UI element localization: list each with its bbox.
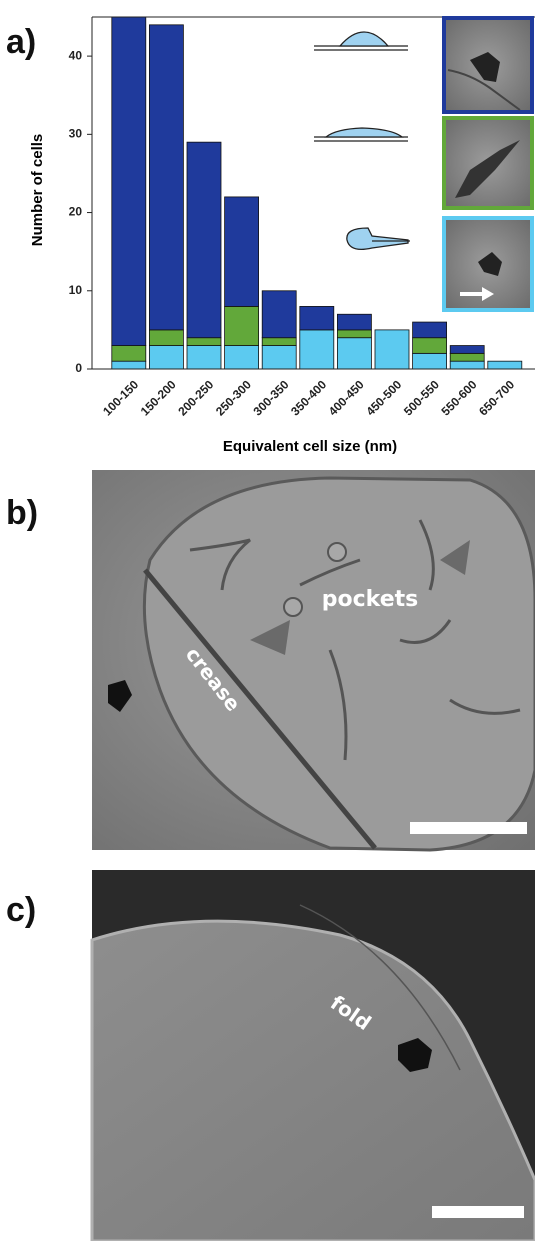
bar-segment [187,338,221,346]
bar-segment [337,330,371,338]
bar-segment [413,338,447,354]
bar-segment [149,330,183,346]
x-tick-label: 400-450 [326,377,367,418]
y-tick-label: 20 [69,205,83,219]
y-tick-label: 10 [69,283,83,297]
bar-segment [337,314,371,330]
bar-segment [450,353,484,361]
bar-segment [300,330,334,369]
bar-segment [488,361,522,369]
x-tick-label: 350-400 [288,377,329,418]
bar-segment [337,338,371,369]
figure: a) b) c) Number of cells Equivalent cell… [0,0,535,1241]
bar-segment [112,346,146,362]
bar-segment [225,346,259,369]
bar-segment [225,197,259,307]
micrograph-b: pockets crease [92,470,535,850]
bar-segment [187,142,221,338]
bar-segment [262,338,296,346]
profile-icons [314,32,410,249]
x-tick-label: 300-350 [251,377,292,418]
bar-segment [112,17,146,346]
x-tick-label: 450-500 [363,377,404,418]
bar-segment [262,346,296,369]
y-tick-label: 30 [69,127,83,141]
bar-segment [149,25,183,330]
bar-segment [225,306,259,345]
x-tick-label: 100-150 [100,377,141,418]
x-tick-label: 500-550 [401,377,442,418]
bar-segment [300,306,334,329]
micrograph-c: fold [92,870,535,1241]
x-axis-title: Equivalent cell size (nm) [223,438,397,455]
image-label: pockets [322,587,418,612]
bar-segment [375,330,409,369]
x-tick-label: 200-250 [175,377,216,418]
bar-segment [112,361,146,369]
inset-images [444,18,532,310]
panel-label: b) [6,494,38,532]
bar-segment [413,353,447,369]
x-tick-label: 550-600 [439,377,480,418]
bar-segment [450,346,484,354]
bar-segment [450,361,484,369]
bar-segment [413,322,447,338]
bar-segment [187,346,221,369]
panel-label: c) [6,891,36,929]
panel-label: a) [6,23,36,61]
y-tick-label: 40 [69,48,83,62]
y-tick-label: 0 [75,361,82,375]
bar-segment [262,291,296,338]
y-axis-title: Number of cells [29,134,46,247]
x-tick-label: 250-300 [213,377,254,418]
bar-segment [149,346,183,369]
x-tick-label: 150-200 [138,377,179,418]
x-tick-label: 650-700 [476,377,517,418]
